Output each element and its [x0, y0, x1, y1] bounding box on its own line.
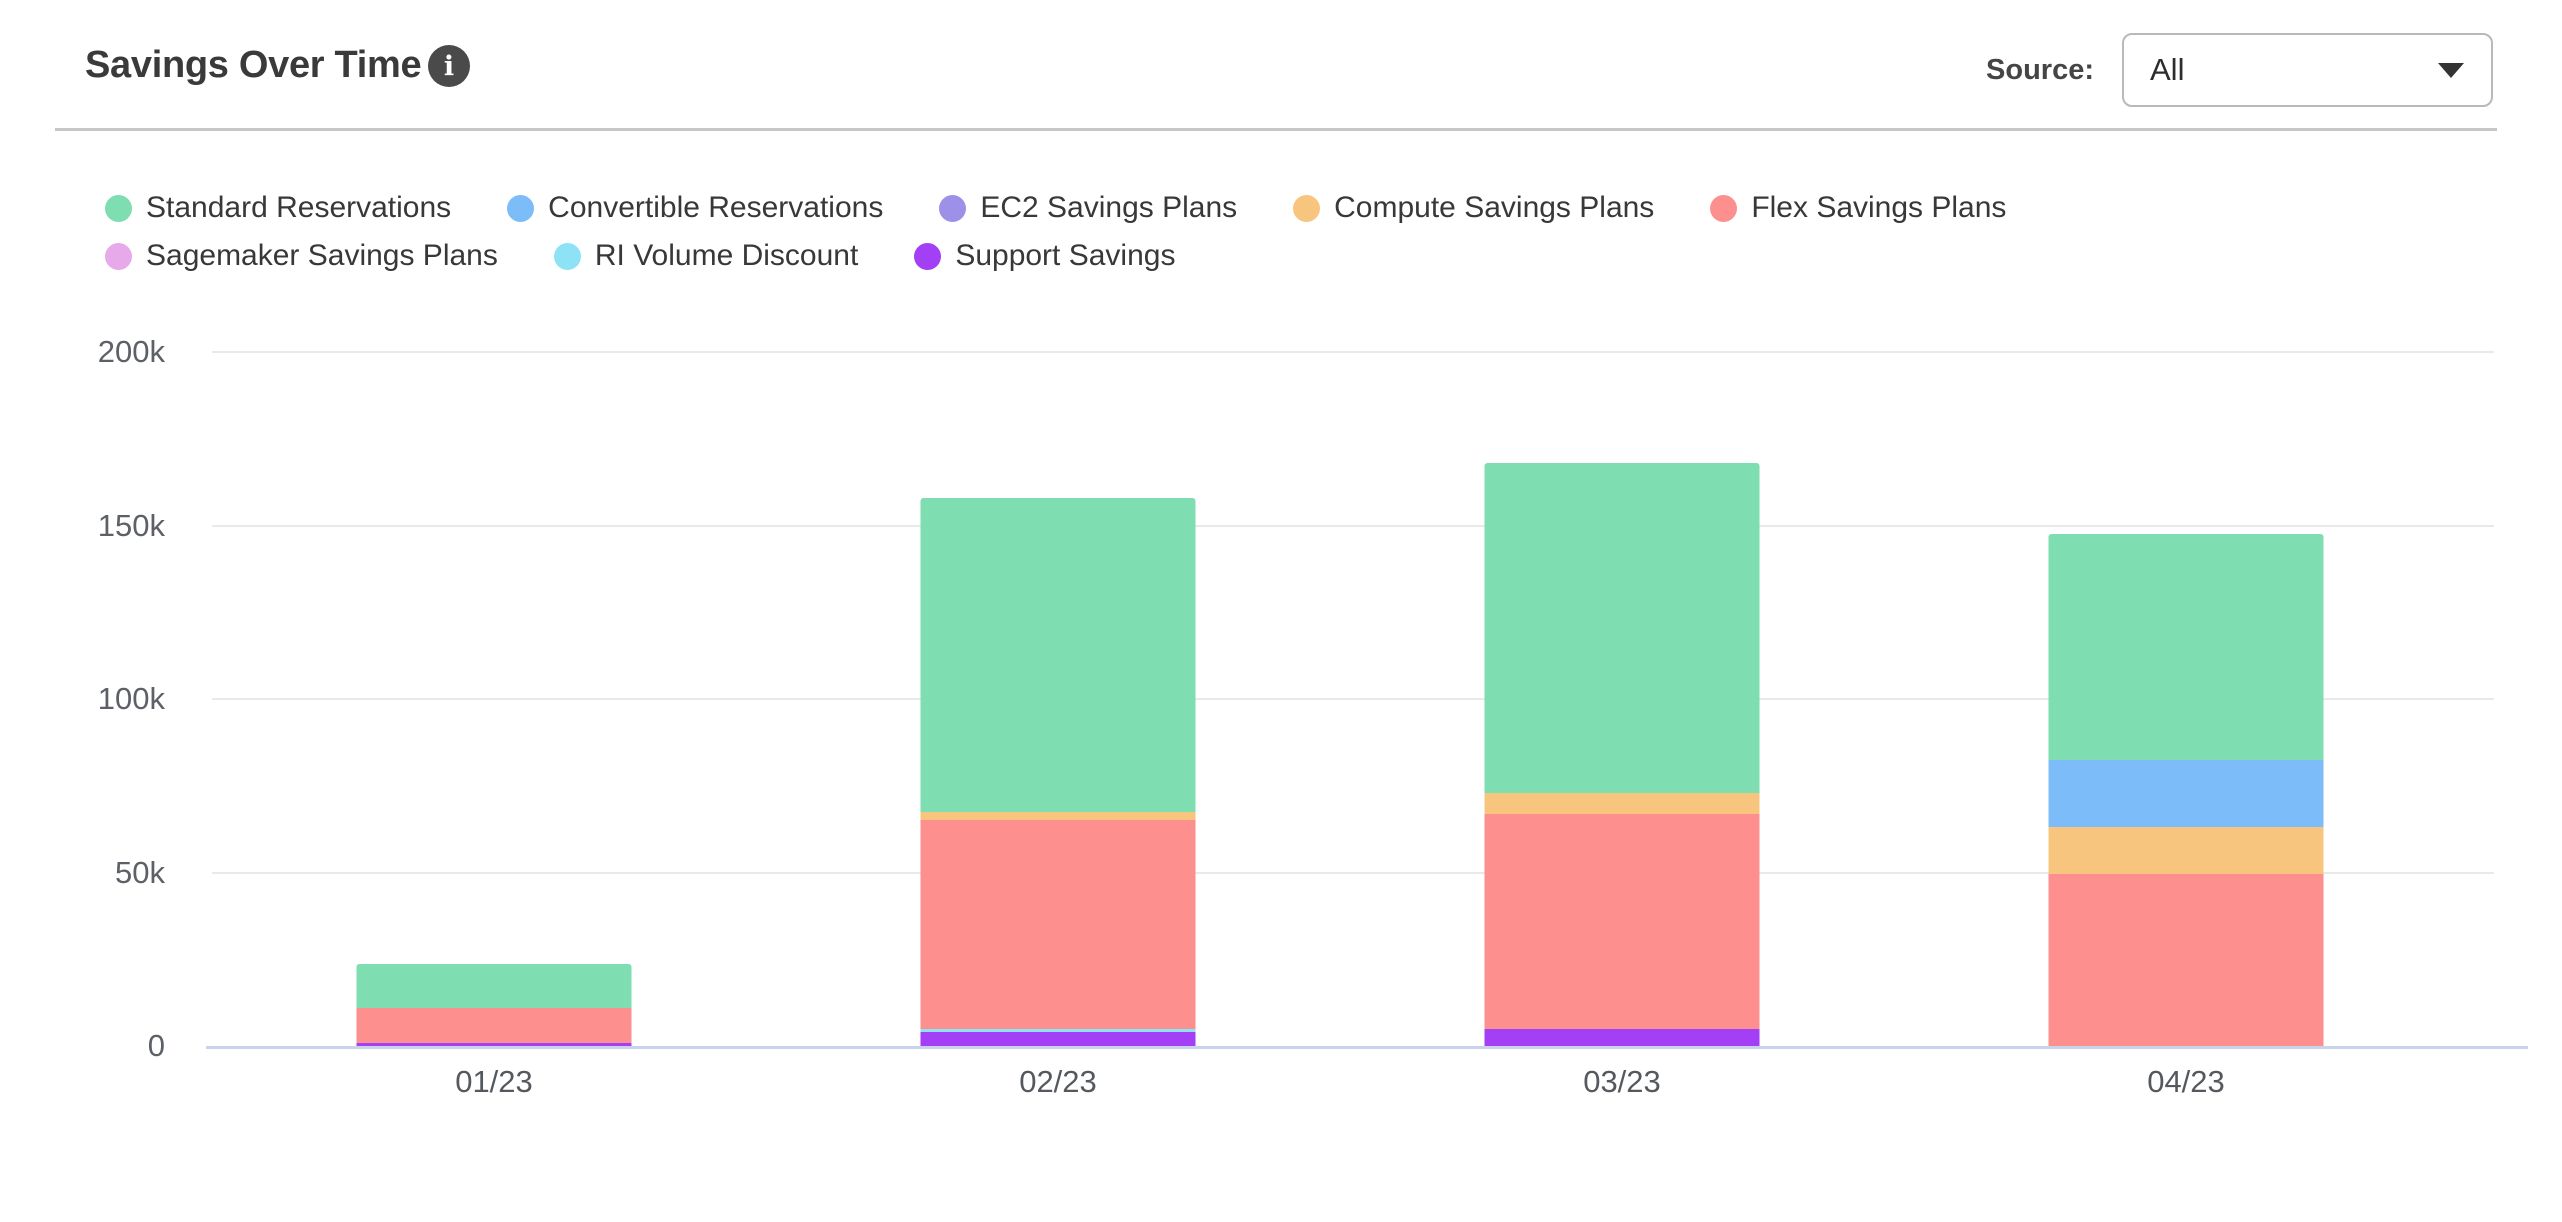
bar-segment-flex-savings-plans-02-23[interactable] [920, 820, 1196, 1029]
category-band-04-23: 04/23 [1904, 352, 2468, 1099]
legend-dot-icon [507, 194, 535, 222]
gridline [212, 698, 2494, 700]
bar-segment-standard-reservations-02-23[interactable] [920, 497, 1196, 812]
chart-legend: Standard Reservations Convertible Reserva… [105, 184, 2006, 280]
x-axis-label: 01/23 [455, 1064, 533, 1099]
legend-dot-icon [1293, 194, 1321, 222]
legend-label: Support Savings [955, 239, 1176, 272]
bar-segment-flex-savings-plans-03-23[interactable] [1484, 813, 1760, 1029]
category-band-01-23: 01/23 [212, 352, 776, 1099]
y-axis-tick-label: 100k [97, 681, 165, 716]
category-band-02-23: 02/23 [776, 352, 1340, 1099]
header-divider [55, 128, 2497, 131]
legend-label: Flex Savings Plans [1751, 191, 2007, 224]
page-title: Savings Over Time [85, 44, 422, 86]
gridline [212, 871, 2494, 874]
legend-item-support-savings[interactable]: Support Savings [914, 239, 1175, 273]
legend-dot-icon [1710, 194, 1738, 222]
legend-dot-icon [105, 242, 132, 270]
stacked-bar-01-23 [356, 964, 632, 1046]
info-icon[interactable]: i [428, 45, 470, 87]
legend-item-sagemaker-savings-plans[interactable]: Sagemaker Savings Plans [105, 239, 498, 273]
bar-segment-support-savings-01-23[interactable] [356, 1042, 632, 1046]
legend-row-2: Sagemaker Savings Plans RI Volume Discoun… [105, 232, 2006, 280]
stacked-bar-02-23 [920, 497, 1196, 1046]
bar-segment-support-savings-02-23[interactable] [920, 1032, 1196, 1046]
bar-segment-compute-savings-plans-04-23[interactable] [2048, 827, 2324, 875]
y-axis-tick-label: 50k [115, 854, 165, 890]
stacked-bar-04-23 [2048, 534, 2324, 1046]
legend-dot-icon [553, 242, 581, 270]
legend-item-ri-volume-discount[interactable]: RI Volume Discount [553, 239, 859, 273]
x-axis-line [206, 1046, 2528, 1049]
y-axis-tick-label: 0 [147, 1028, 165, 1063]
legend-label: RI Volume Discount [594, 239, 859, 272]
bar-segment-convertible-reservations-04-23[interactable] [2048, 759, 2324, 828]
bar-segment-compute-savings-plans-03-23[interactable] [1484, 792, 1760, 814]
gridline [212, 524, 2494, 527]
stacked-bar-03-23 [1484, 463, 1760, 1046]
legend-item-flex-savings-plans[interactable]: Flex Savings Plans [1710, 191, 2006, 225]
bar-segment-ri-volume-discount-02-23[interactable] [920, 1028, 1196, 1033]
source-selected-value: All [2150, 52, 2185, 87]
legend-item-ec2-savings-plans[interactable]: EC2 Savings Plans [939, 191, 1237, 225]
x-axis-label: 03/23 [1583, 1064, 1661, 1099]
bar-segment-compute-savings-plans-02-23[interactable] [920, 811, 1196, 821]
bar-segment-flex-savings-plans-01-23[interactable] [356, 1007, 632, 1043]
legend-label: Sagemaker Savings Plans [146, 239, 498, 272]
x-axis-label: 04/23 [2147, 1064, 2225, 1099]
bar-chart-plot-area: 0 50k 100k 150k 200k 01/23 02/23 03/23 04/23 [98, 334, 2528, 1099]
y-axis-tick-label: 200k [97, 334, 165, 369]
legend-row-1: Standard Reservations Convertible Reserva… [105, 184, 2006, 232]
legend-label: Convertible Reservations [548, 191, 884, 224]
legend-item-convertible-reservations[interactable]: Convertible Reservations [507, 191, 883, 225]
bar-segment-standard-reservations-03-23[interactable] [1484, 463, 1760, 793]
category-band-03-23: 03/23 [1340, 352, 1904, 1099]
legend-dot-icon [939, 194, 967, 222]
x-axis-label: 02/23 [1019, 1064, 1097, 1099]
source-select[interactable]: All [2122, 33, 2493, 107]
info-icon-glyph: i [443, 50, 455, 82]
source-label: Source: [1986, 54, 2094, 86]
legend-item-compute-savings-plans[interactable]: Compute Savings Plans [1293, 191, 1654, 225]
y-axis-tick-label: 150k [97, 507, 165, 543]
chevron-down-icon [2438, 62, 2464, 78]
legend-dot-icon [914, 242, 942, 270]
legend-label: EC2 Savings Plans [980, 191, 1238, 224]
bar-segment-standard-reservations-04-23[interactable] [2048, 534, 2324, 760]
legend-label: Standard Reservations [146, 191, 452, 224]
gridline [212, 351, 2494, 353]
bar-segment-flex-savings-plans-04-23[interactable] [2048, 874, 2324, 1046]
bar-segment-standard-reservations-01-23[interactable] [356, 964, 632, 1008]
legend-item-standard-reservations[interactable]: Standard Reservations [105, 191, 451, 225]
bar-segment-support-savings-03-23[interactable] [1484, 1028, 1760, 1046]
legend-label: Compute Savings Plans [1334, 191, 1655, 224]
legend-dot-icon [105, 194, 132, 222]
